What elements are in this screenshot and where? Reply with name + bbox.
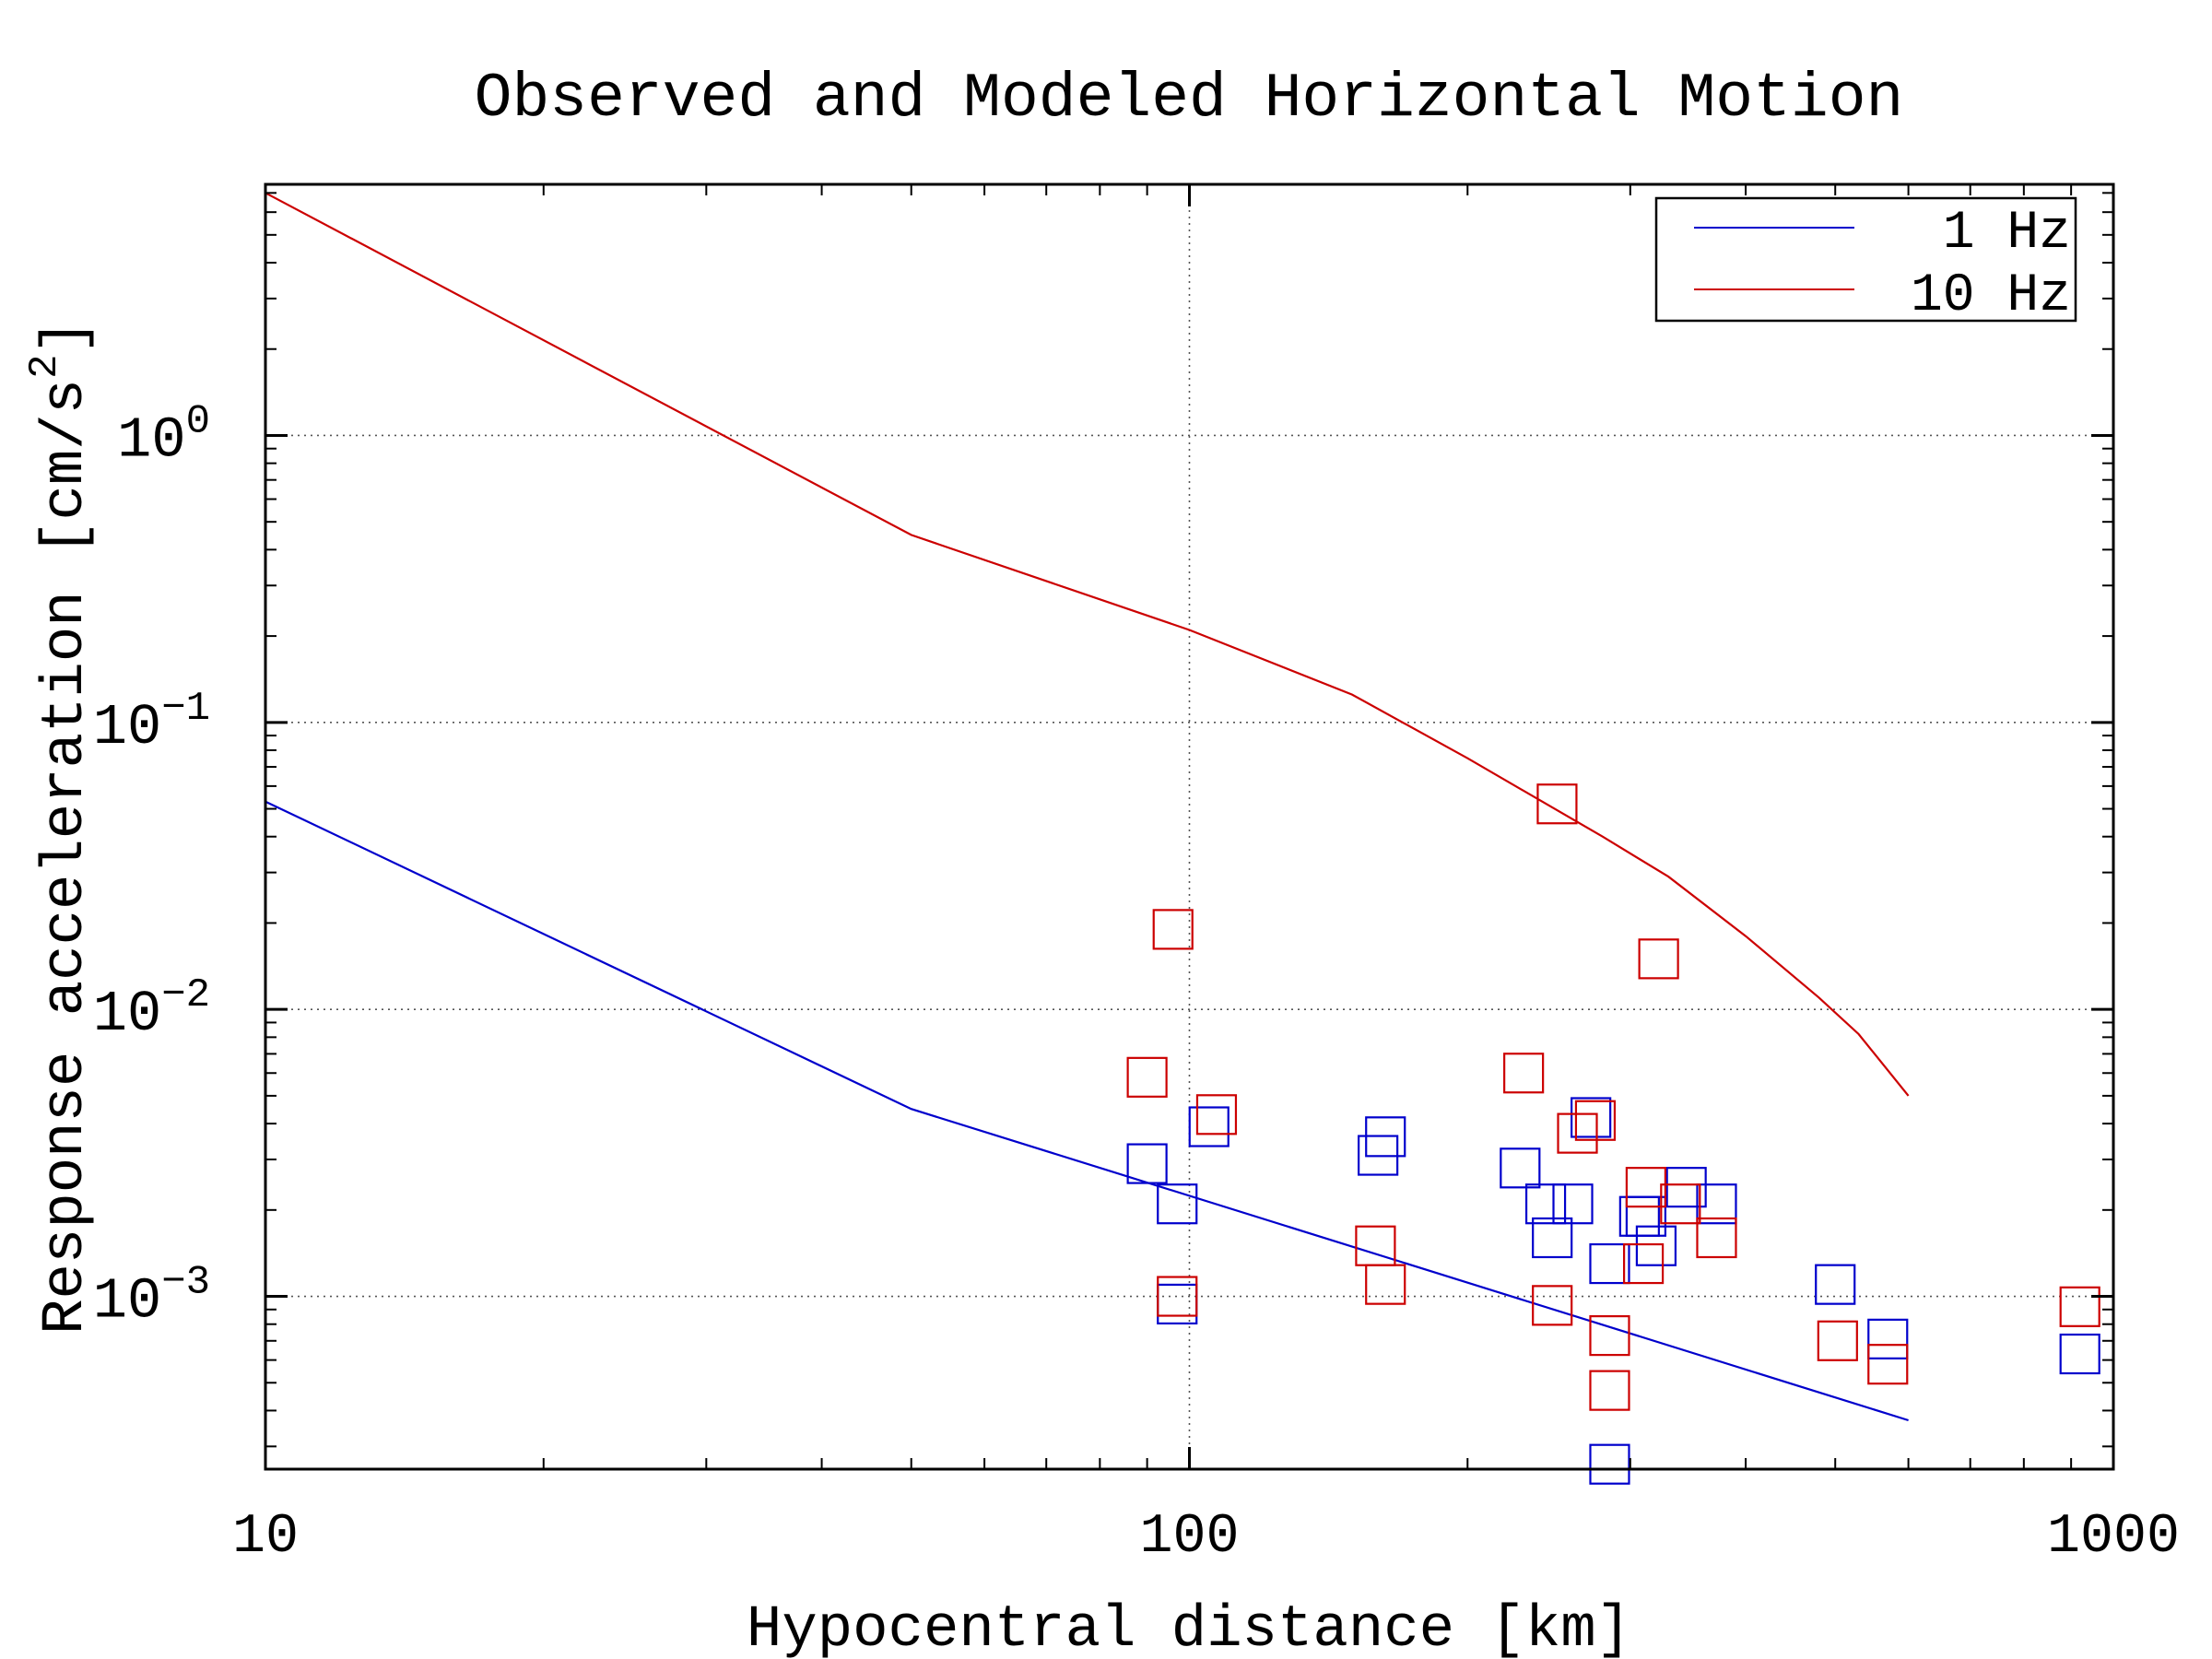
observed-point-1hz bbox=[1571, 1097, 1612, 1138]
y-axis-label-main: Response acceleration [cm/s bbox=[33, 379, 100, 1335]
observed-point-1hz bbox=[1552, 1183, 1594, 1225]
observed-point-10hz bbox=[1638, 938, 1679, 980]
observed-point-10hz bbox=[1696, 1217, 1737, 1259]
y-tick-label: 10−3 bbox=[93, 1260, 210, 1335]
plot-frame bbox=[264, 182, 2115, 1471]
observed-point-10hz bbox=[1157, 1276, 1198, 1317]
observed-point-1hz bbox=[1625, 1195, 1666, 1237]
y-tick-label-exponent: −1 bbox=[161, 686, 210, 732]
grid-lines bbox=[265, 184, 2113, 1469]
observed-points bbox=[1126, 783, 2100, 1485]
observed-point-10hz bbox=[1867, 1344, 1909, 1385]
observed-point-1hz bbox=[1665, 1167, 1707, 1208]
observed-point-10hz bbox=[1589, 1314, 1630, 1357]
observed-point-10hz bbox=[1589, 1370, 1630, 1411]
model-line-10hz bbox=[265, 192, 1910, 1097]
observed-point-1hz bbox=[1589, 1443, 1630, 1485]
observed-point-1hz bbox=[1188, 1106, 1230, 1147]
observed-point-1hz bbox=[1157, 1283, 1198, 1325]
observed-point-10hz bbox=[1152, 909, 1194, 950]
observed-point-1hz bbox=[1365, 1116, 1406, 1158]
y-tick-label-base: 10 bbox=[93, 695, 161, 760]
observed-point-1hz bbox=[1500, 1147, 1541, 1189]
y-tick-label: 100 bbox=[117, 398, 210, 473]
observed-point-10hz bbox=[1574, 1100, 1617, 1141]
observed-point-10hz bbox=[1195, 1094, 1238, 1135]
observed-point-10hz bbox=[1536, 783, 1578, 825]
observed-point-1hz bbox=[1589, 1242, 1630, 1285]
observed-point-1hz bbox=[1696, 1183, 1737, 1225]
chart-title: Observed and Modeled Horizontal Motion bbox=[475, 64, 1904, 135]
model-line-1hz bbox=[265, 800, 1909, 1422]
y-axis-label: Response acceleration [cm/s2] bbox=[22, 319, 100, 1335]
observed-point-10hz bbox=[1355, 1225, 1396, 1266]
x-axis-label: Hypocentral distance [km] bbox=[747, 1597, 1631, 1659]
observed-point-1hz bbox=[1815, 1264, 1856, 1305]
y-tick-label-exponent: −3 bbox=[161, 1260, 210, 1306]
legend-label-1hz: 1 Hz bbox=[1943, 204, 2071, 264]
y-tick-label-base: 10 bbox=[93, 1269, 161, 1335]
observed-point-1hz bbox=[1524, 1183, 1567, 1225]
observed-point-10hz bbox=[1557, 1112, 1598, 1154]
y-tick-label: 10−2 bbox=[93, 972, 210, 1047]
y-axis-label-close: ] bbox=[33, 319, 100, 354]
y-tick-label-base: 10 bbox=[93, 982, 161, 1047]
x-tick-label: 100 bbox=[1139, 1506, 1239, 1569]
y-axis-label-sup: 2 bbox=[22, 355, 68, 379]
legend-box bbox=[1654, 196, 2077, 323]
observed-point-1hz bbox=[1532, 1217, 1573, 1259]
observed-point-10hz bbox=[1126, 1056, 1168, 1098]
observed-point-1hz bbox=[1635, 1225, 1677, 1266]
observed-point-1hz bbox=[2059, 1333, 2100, 1375]
y-tick-label-exponent: −2 bbox=[161, 972, 210, 1018]
y-tick-label-base: 10 bbox=[117, 407, 185, 473]
y-tick-label-exponent: 0 bbox=[186, 398, 210, 444]
observed-point-10hz bbox=[1365, 1264, 1406, 1305]
observed-point-10hz bbox=[1532, 1285, 1573, 1326]
observed-point-10hz bbox=[2059, 1286, 2100, 1327]
observed-point-1hz bbox=[1867, 1318, 1909, 1359]
legend-label-10hz: 10 Hz bbox=[1911, 266, 2071, 326]
observed-point-10hz bbox=[1817, 1320, 1858, 1361]
legend: 1 Hz 10 Hz bbox=[1654, 196, 2077, 326]
observed-point-1hz bbox=[1157, 1183, 1198, 1225]
observed-point-10hz bbox=[1660, 1183, 1701, 1225]
observed-point-10hz bbox=[1503, 1053, 1545, 1094]
observed-point-10hz bbox=[1625, 1167, 1666, 1208]
y-tick-label: 10−1 bbox=[93, 686, 210, 760]
x-tick-label: 1000 bbox=[2047, 1506, 2180, 1569]
observed-point-10hz bbox=[1622, 1242, 1665, 1285]
observed-point-1hz bbox=[1126, 1143, 1168, 1184]
model-lines bbox=[265, 192, 1910, 1422]
x-tick-label: 10 bbox=[232, 1506, 299, 1569]
